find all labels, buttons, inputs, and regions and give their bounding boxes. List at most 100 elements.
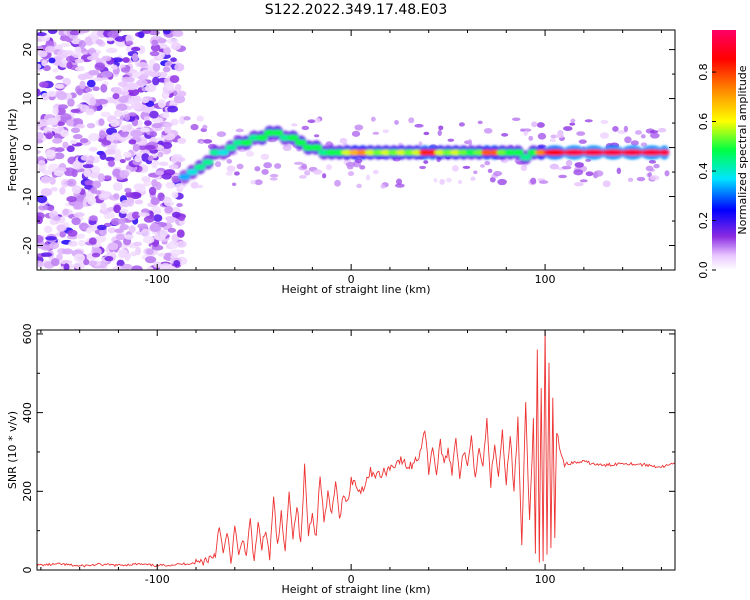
noise-blob bbox=[269, 173, 279, 178]
noise-blob bbox=[58, 104, 69, 110]
noise-blob bbox=[649, 132, 660, 139]
noise-blob bbox=[445, 177, 452, 183]
noise-blob bbox=[133, 183, 145, 191]
noise-blob bbox=[71, 168, 78, 178]
noise-blob bbox=[88, 133, 100, 142]
noise-blob bbox=[131, 46, 141, 52]
noise-blob bbox=[52, 68, 59, 73]
noise-blob bbox=[72, 161, 83, 170]
noise-blob bbox=[40, 176, 52, 184]
noise-blob bbox=[138, 45, 146, 54]
noise-blob bbox=[127, 88, 140, 97]
noise-blob bbox=[162, 111, 170, 119]
noise-blob bbox=[153, 233, 166, 241]
y-tick-label: 20 bbox=[21, 43, 34, 57]
noise-blob bbox=[497, 178, 507, 186]
noise-blob bbox=[269, 177, 278, 181]
noise-blob bbox=[236, 163, 244, 170]
noise-blob bbox=[56, 121, 65, 126]
noise-blob bbox=[116, 103, 128, 111]
noise-blob bbox=[68, 240, 78, 247]
noise-blob bbox=[135, 246, 142, 256]
noise-blob bbox=[511, 117, 521, 122]
noise-blob bbox=[91, 252, 101, 258]
noise-blob bbox=[142, 235, 155, 244]
noise-blob bbox=[117, 81, 128, 87]
noise-blob bbox=[84, 87, 93, 93]
noise-blob bbox=[372, 131, 380, 135]
noise-blob bbox=[107, 227, 116, 234]
noise-blob bbox=[37, 215, 43, 225]
noise-blob bbox=[141, 176, 151, 183]
noise-blob bbox=[530, 177, 537, 185]
noise-blob bbox=[164, 205, 174, 214]
noise-blob bbox=[120, 67, 131, 73]
noise-blob bbox=[354, 124, 364, 131]
noise-blob bbox=[152, 76, 160, 86]
noise-blob bbox=[53, 152, 65, 160]
noise-blob bbox=[128, 225, 136, 233]
noise-blob bbox=[73, 212, 85, 218]
noise-blob bbox=[56, 91, 68, 101]
noise-blob bbox=[291, 123, 298, 127]
x-tick-label: -100 bbox=[145, 273, 170, 286]
noise-blob bbox=[149, 110, 159, 119]
noise-blob bbox=[100, 83, 108, 93]
noise-blob bbox=[119, 159, 126, 164]
noise-blob bbox=[157, 151, 164, 158]
noise-blob bbox=[178, 216, 185, 221]
ridge-point bbox=[640, 149, 664, 156]
noise-blob bbox=[131, 265, 143, 270]
noise-blob bbox=[59, 230, 66, 238]
noise-blob bbox=[468, 139, 473, 146]
noise-blob bbox=[107, 30, 119, 38]
noise-blob bbox=[176, 240, 187, 248]
noise-blob bbox=[658, 127, 667, 133]
noise-blob bbox=[157, 252, 166, 257]
noise-blob bbox=[92, 180, 102, 189]
noise-blob bbox=[66, 119, 75, 127]
noise-blob bbox=[250, 179, 256, 185]
noise-blob bbox=[653, 163, 660, 169]
noise-blob bbox=[174, 83, 182, 92]
x-tick-label: 100 bbox=[535, 273, 556, 286]
noise-blob bbox=[99, 152, 107, 161]
noise-blob bbox=[37, 195, 48, 204]
noise-blob bbox=[66, 178, 77, 187]
noise-blob bbox=[144, 145, 156, 150]
noise-blob bbox=[113, 204, 122, 214]
snr-ticks: -100 0 100 0 200 400 600 bbox=[21, 323, 675, 586]
noise-blob bbox=[437, 129, 442, 137]
noise-blob bbox=[126, 44, 134, 54]
noise-blob bbox=[37, 131, 44, 140]
noise-blob bbox=[164, 252, 172, 257]
noise-blob bbox=[143, 215, 155, 223]
noise-blob bbox=[190, 124, 199, 131]
noise-blob bbox=[561, 165, 572, 170]
noise-blob bbox=[126, 83, 138, 91]
noise-blob bbox=[183, 116, 191, 121]
noise-blob bbox=[37, 139, 44, 144]
noise-blob bbox=[108, 160, 115, 167]
ridge-point bbox=[256, 134, 268, 141]
noise-blob bbox=[74, 58, 85, 64]
ridge-point bbox=[225, 144, 237, 151]
noise-blob bbox=[576, 131, 586, 136]
noise-blob bbox=[148, 186, 157, 196]
noise-blob bbox=[76, 88, 83, 96]
noise-blob bbox=[169, 75, 180, 84]
noise-blob bbox=[473, 170, 478, 175]
noise-blob bbox=[274, 163, 282, 169]
noise-blob bbox=[38, 167, 46, 173]
ridge-point bbox=[294, 139, 307, 146]
noise-blob bbox=[313, 134, 320, 138]
colorbar-tick-label: 0.0 bbox=[697, 261, 710, 279]
noise-blob bbox=[85, 108, 95, 116]
noise-blob bbox=[202, 124, 208, 130]
snr-ylabel: SNR (10 * v/v) bbox=[6, 411, 19, 489]
noise-blob bbox=[37, 149, 41, 155]
spectrogram-noise bbox=[37, 30, 670, 270]
noise-blob bbox=[126, 197, 135, 204]
noise-blob bbox=[132, 143, 140, 152]
noise-blob bbox=[634, 130, 643, 135]
